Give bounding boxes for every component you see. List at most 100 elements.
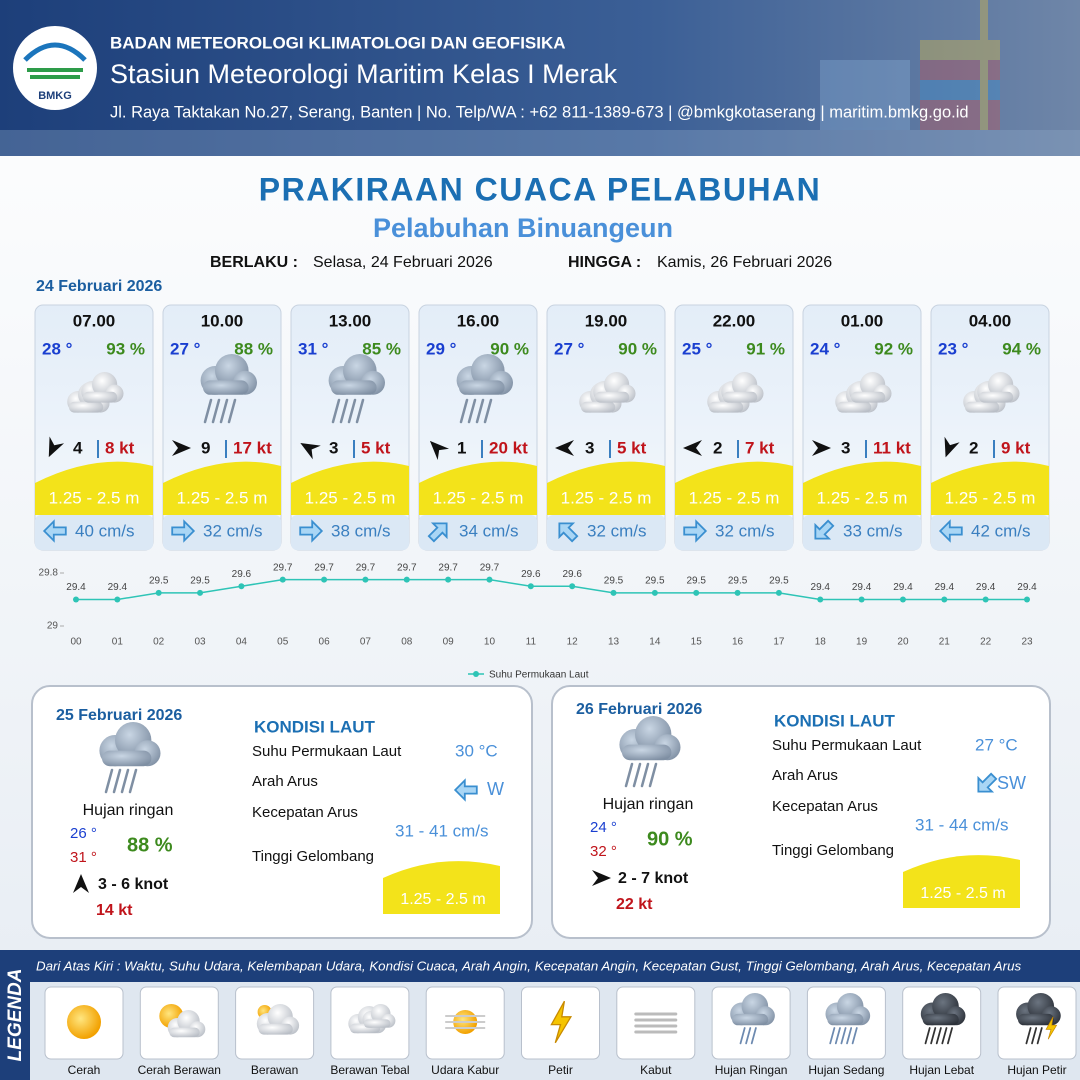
legend-item-label: Berawan Tebal	[330, 1063, 409, 1077]
data-point	[527, 583, 534, 590]
air-temp: 25 °	[682, 339, 713, 358]
legend-item: Cerah	[44, 986, 124, 1077]
x-tick-label: 19	[856, 637, 868, 648]
legend-item: Hujan Ringan	[711, 986, 791, 1077]
rain-drop	[924, 1027, 931, 1045]
wind-arrow	[172, 440, 191, 456]
current: 32 cm/s	[203, 521, 263, 540]
data-point	[734, 589, 741, 596]
current: 38 cm/s	[331, 521, 391, 540]
wave: 1.25 - 2.5 m	[817, 488, 908, 507]
gust: 22 kt	[616, 896, 653, 913]
legend-strip	[0, 950, 30, 1080]
sea-label: Suhu Permukaan Laut	[772, 737, 922, 754]
temp-min: 26 °	[70, 825, 97, 842]
air-temp: 29 °	[426, 339, 457, 358]
legend-item-label: Hujan Petir	[1007, 1063, 1066, 1077]
legend-item: Cerah Berawan	[138, 986, 221, 1077]
sea-label: Suhu Permukaan Laut	[252, 743, 402, 760]
legend-item: Kabut	[616, 986, 696, 1077]
sea-label: Tinggi Gelombang	[772, 842, 894, 859]
wave-area	[675, 461, 793, 515]
data-point	[858, 596, 865, 603]
x-tick-label: 07	[360, 637, 372, 648]
data-point	[941, 596, 948, 603]
wave-area	[383, 861, 500, 914]
sea-heading: KONDISI LAUT	[254, 717, 376, 736]
wave: 1.25 - 2.5 m	[433, 488, 524, 507]
bolt-icon	[550, 1000, 573, 1044]
rain-drop	[851, 1027, 858, 1045]
data-label: 29.6	[562, 569, 582, 580]
wind-arrow	[48, 436, 65, 458]
rain-drop	[930, 1027, 937, 1045]
legend-marker	[473, 671, 479, 677]
time: 04.00	[969, 311, 1012, 330]
x-tick-label: 04	[236, 637, 248, 648]
humidity: 90 %	[647, 828, 693, 850]
sea-label: Kecepatan Arus	[252, 804, 358, 821]
wind-arrow	[300, 443, 321, 460]
data-label: 29.5	[769, 576, 789, 587]
wave: 1.25 - 2.5 m	[177, 488, 268, 507]
humidity: 90 %	[490, 339, 529, 358]
wave-area	[803, 461, 921, 515]
logo-arc	[23, 42, 87, 62]
to-date: Kamis, 26 Februari 2026	[657, 254, 832, 271]
rain-drop	[475, 398, 485, 424]
data-label: 29.7	[356, 562, 376, 573]
wave: 1.25 - 2.5 m	[945, 488, 1036, 507]
data-point	[817, 596, 824, 603]
from-date: Selasa, 24 Februari 2026	[313, 254, 493, 271]
humidity: 92 %	[874, 339, 913, 358]
current-dir: W	[487, 779, 504, 799]
wave: 1.25 - 2.5 m	[561, 488, 652, 507]
data-point	[693, 589, 700, 596]
x-tick-label: 01	[112, 637, 124, 648]
data-point	[610, 589, 617, 596]
legend-item-label: Hujan Lebat	[909, 1063, 974, 1077]
current-arrow	[427, 522, 448, 543]
x-tick-label: 22	[980, 637, 992, 648]
temp-max: 32 °	[590, 843, 617, 860]
rain-drop	[829, 1027, 836, 1045]
data-label: 29.4	[1017, 582, 1037, 593]
time: 13.00	[329, 311, 372, 330]
wave-area	[35, 461, 153, 515]
data-point	[775, 589, 782, 596]
sea-label: Tinggi Gelombang	[252, 848, 374, 865]
data-label: 29.7	[480, 562, 500, 573]
rain-drop	[120, 768, 130, 794]
current-arrow	[453, 778, 478, 802]
rain-drop	[834, 1027, 841, 1045]
current: 33 cm/s	[843, 521, 903, 540]
temp-max: 31 °	[70, 849, 97, 866]
wind-speed: 4	[73, 438, 83, 457]
air-temp: 27 °	[170, 339, 201, 358]
time: 01.00	[841, 311, 884, 330]
legend-desc-band	[30, 950, 1080, 982]
current: 40 cm/s	[75, 521, 135, 540]
temp-min: 24 °	[590, 819, 617, 836]
current-arrow	[814, 519, 835, 540]
gust: 17 kt	[233, 438, 272, 457]
rain-drop	[941, 1027, 948, 1045]
current: 34 cm/s	[459, 521, 519, 540]
current-bg	[419, 515, 537, 550]
day-date: 25 Februari 2026	[56, 707, 182, 724]
rain-drop	[331, 398, 341, 424]
legend-item: Berawan Tebal	[330, 986, 409, 1077]
current-speed: 31 - 41 cm/s	[395, 821, 489, 840]
y-tick-label: 29	[47, 621, 59, 632]
legend-item-label: Petir	[548, 1063, 573, 1077]
legend-item-label: Hujan Ringan	[715, 1063, 788, 1077]
rain-drop	[1031, 1027, 1038, 1045]
rain-drop	[846, 1027, 853, 1045]
wind-arrow	[555, 440, 574, 456]
rain-drop	[840, 1027, 847, 1045]
data-point	[445, 576, 452, 583]
air-temp: 27 °	[554, 339, 585, 358]
